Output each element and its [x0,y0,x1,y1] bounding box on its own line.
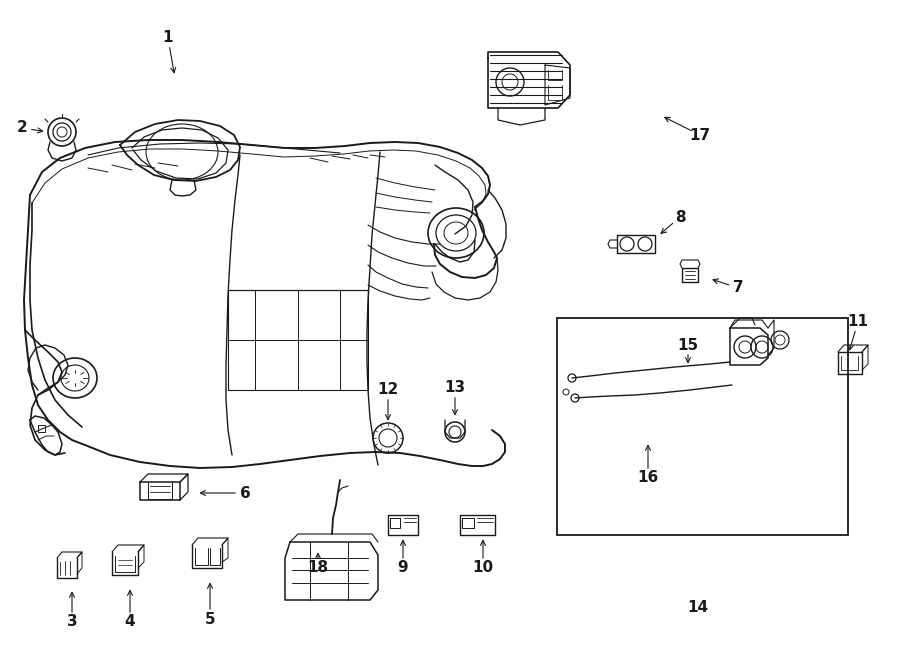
Text: 16: 16 [637,471,659,485]
Text: 7: 7 [733,280,743,295]
Bar [557,318,848,535]
Text: 13: 13 [445,381,465,395]
Text: 6: 6 [239,485,250,500]
Text: 11: 11 [848,315,868,329]
Text: 10: 10 [472,561,493,576]
Text: 17: 17 [689,128,711,143]
Text: 2: 2 [16,120,27,136]
Text: 15: 15 [678,338,698,352]
Text: 4: 4 [125,615,135,629]
Text: 3: 3 [67,615,77,629]
Text: 18: 18 [308,561,328,576]
Text: 12: 12 [377,383,399,397]
Text: 8: 8 [675,210,685,225]
Text: 5: 5 [204,611,215,627]
Text: 14: 14 [688,600,708,615]
Text: 1: 1 [163,30,173,46]
Text: 9: 9 [398,561,409,576]
